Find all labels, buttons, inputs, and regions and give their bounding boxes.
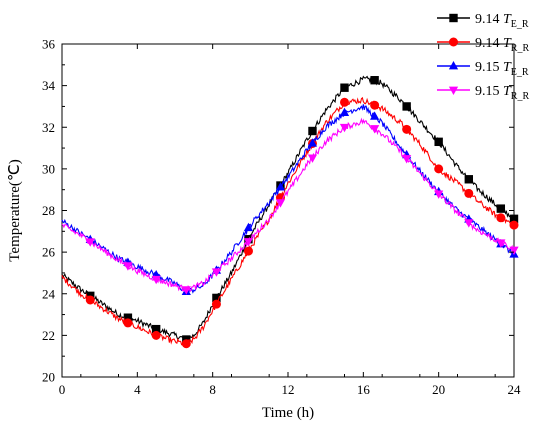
- y-tick-label: 24: [42, 286, 56, 301]
- data-point-s2-9: [340, 97, 349, 107]
- legend-item-1: 9.14 TE_R: [437, 12, 529, 30]
- legend-label: 9.14 TE_R: [475, 12, 529, 30]
- plot-frame: [61, 43, 515, 378]
- series-line-2: [61, 96, 515, 346]
- data-point-s3-10: [370, 111, 380, 120]
- data-point-s4-6: [243, 238, 254, 247]
- series-layer: [61, 75, 519, 349]
- data-point-s4-14: [496, 239, 506, 248]
- data-point-s1-10: [370, 76, 379, 85]
- plot-area: [61, 43, 515, 378]
- series-1: [61, 75, 519, 344]
- data-point-s1-3: [151, 324, 161, 334]
- data-point-s4-3: [151, 275, 161, 285]
- y-tick-label: 30: [42, 161, 55, 176]
- legend-item-4: 9.15 TR_R: [437, 84, 529, 102]
- x-tick-label: 4: [134, 382, 141, 397]
- data-point-s4-2: [123, 262, 133, 271]
- x-tick-label: 16: [357, 382, 371, 397]
- data-point-s1-11: [402, 102, 411, 111]
- data-point-s4-12: [434, 190, 444, 199]
- data-point-s1-9: [340, 83, 349, 92]
- data-point-s2-15: [509, 220, 519, 230]
- legend-marker: [449, 37, 458, 47]
- data-point-s3-8: [307, 138, 318, 147]
- y-tick-label: 34: [42, 78, 56, 93]
- legend-label: 9.14 TR_R: [475, 36, 529, 54]
- data-point-s2-13: [464, 188, 474, 198]
- x-axis-title: Time (h): [262, 405, 314, 421]
- data-point-s4-11: [402, 155, 412, 164]
- data-point-s1-14: [496, 204, 506, 213]
- data-point-s3-7: [275, 182, 286, 191]
- data-point-s1-15: [509, 214, 519, 224]
- data-point-s4-9: [339, 123, 350, 133]
- y-tick-label: 22: [42, 328, 55, 343]
- data-point-s4-4: [181, 286, 191, 295]
- legend-label: 9.15 TE_R: [475, 60, 529, 78]
- y-tick-label: 36: [42, 37, 56, 52]
- legend-marker: [448, 86, 459, 96]
- data-point-s4-7: [275, 199, 286, 208]
- legend-label: 9.15 TR_R: [475, 84, 529, 102]
- data-point-s4-13: [464, 219, 474, 228]
- data-point-s2-2: [123, 318, 133, 328]
- y-tick-label: 20: [42, 370, 55, 385]
- data-point-s2-14: [496, 213, 506, 223]
- legend-marker: [449, 13, 458, 23]
- data-point-s2-10: [370, 100, 380, 110]
- x-tick-label: 24: [508, 382, 522, 397]
- x-tick-label: 20: [432, 382, 445, 397]
- data-point-s2-12: [434, 164, 444, 174]
- data-point-s4-1: [85, 238, 95, 247]
- data-point-s2-3: [151, 330, 161, 340]
- y-tick-label: 32: [42, 120, 55, 135]
- legend-item-2: 9.14 TR_R: [437, 36, 529, 54]
- series-line-1: [61, 75, 515, 343]
- legend-marker: [448, 60, 459, 70]
- data-point-s1-12: [434, 137, 443, 147]
- data-point-s4-8: [307, 154, 318, 163]
- series-4: [61, 117, 519, 295]
- legend-item-3: 9.15 TE_R: [437, 60, 529, 78]
- data-point-s2-5: [211, 299, 221, 309]
- data-point-s2-6: [243, 246, 253, 256]
- x-tick-label: 12: [282, 382, 295, 397]
- data-point-s4-10: [370, 125, 380, 134]
- y-tick-label: 26: [42, 245, 56, 260]
- data-point-s3-6: [243, 222, 254, 232]
- legend: 9.14 TE_R 9.14 TR_R 9.15 TE_R 9.15 TR_R: [437, 12, 529, 102]
- data-point-s1-8: [308, 126, 317, 136]
- data-point-s2-1: [85, 295, 95, 305]
- x-tick-label: 0: [59, 382, 66, 397]
- series-3: [61, 104, 519, 296]
- axes-layer: 0 4 8 12 16 20 24 20 22 24 26 28 30 32 34 36: [42, 37, 521, 398]
- data-point-s3-9: [339, 107, 350, 117]
- data-point-s1-13: [464, 175, 473, 184]
- x-tick-label: 8: [209, 382, 216, 397]
- data-point-s2-11: [402, 124, 412, 134]
- data-point-s4-15: [509, 246, 519, 256]
- series-2: [61, 96, 519, 349]
- data-point-s2-4: [181, 339, 191, 349]
- y-axis-title: Temperature(℃): [7, 159, 23, 261]
- data-point-s4-5: [211, 268, 222, 277]
- y-tick-label: 28: [42, 203, 55, 218]
